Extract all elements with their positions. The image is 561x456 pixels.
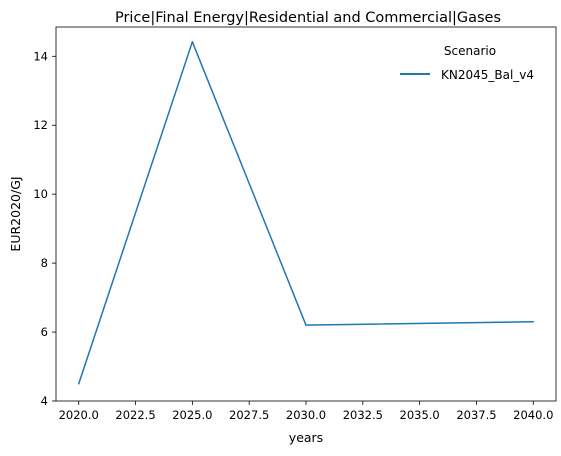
y-tick-label: 12: [33, 118, 48, 132]
x-tick-label: 2037.5: [456, 408, 496, 422]
series-line: [77, 41, 535, 385]
legend-series-label: KN2045_Bal_v4: [441, 68, 534, 82]
y-tick-label: 8: [41, 256, 48, 270]
y-axis-ticks: 4 6 8 10 12 14: [33, 49, 56, 408]
y-tick-label: 4: [41, 394, 48, 408]
y-tick-label: 10: [33, 187, 48, 201]
chart-title: Price|Final Energy|Residential and Comme…: [115, 10, 501, 26]
plot-area: [56, 27, 556, 401]
y-tick-label: 6: [41, 325, 48, 339]
x-tick-label: 2025.0: [172, 408, 212, 422]
series-layer: [77, 41, 535, 385]
x-tick-label: 2027.5: [229, 408, 269, 422]
y-axis-label: EUR2020/GJ: [8, 176, 23, 251]
legend-title: Scenario: [444, 44, 496, 58]
x-tick-label: 2030.0: [286, 408, 326, 422]
plot-frame: [55, 26, 557, 402]
x-axis-label: years: [289, 430, 323, 445]
x-axis-ticks: 2020.0 2022.5 2025.0 2027.5 2030.0 2032.5 2035…: [59, 401, 553, 422]
legend: Scenario KN2045_Bal_v4: [400, 44, 534, 82]
x-tick-label: 2020.0: [59, 408, 99, 422]
x-tick-label: 2022.5: [115, 408, 155, 422]
x-tick-label: 2035.0: [400, 408, 440, 422]
x-tick-label: 2040.0: [513, 408, 553, 422]
y-tick-label: 14: [33, 49, 48, 63]
x-tick-label: 2032.5: [343, 408, 383, 422]
